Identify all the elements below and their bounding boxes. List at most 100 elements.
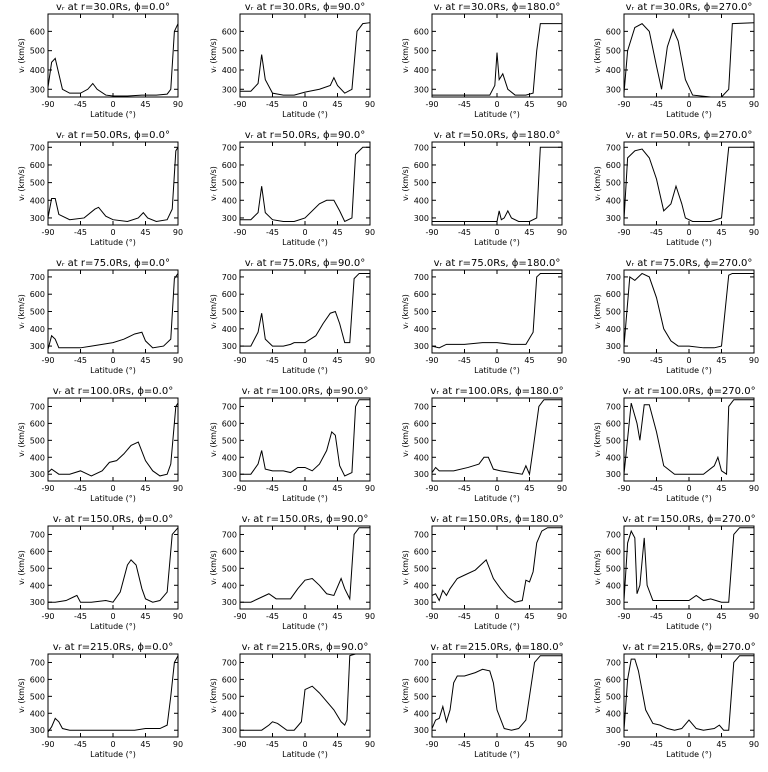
x-tick-label: 0 bbox=[686, 612, 691, 621]
panel: vᵣ at r=150.0Rs, ϕ=0.0° -90 -45 0 45 90 300 400… bbox=[17, 514, 183, 631]
x-tick-label: 0 bbox=[302, 356, 307, 365]
x-tick-label: -45 bbox=[650, 356, 663, 365]
x-axis-label: Latitude (°) bbox=[666, 494, 712, 503]
panel-title: vᵣ at r=215.0Rs, ϕ=270.0° bbox=[622, 642, 755, 653]
y-axis-label: vᵣ (km/s) bbox=[17, 38, 26, 73]
y-tick-label: 700 bbox=[414, 658, 429, 667]
x-tick-label: 0 bbox=[686, 740, 691, 749]
x-axis-label: Latitude (°) bbox=[90, 750, 136, 759]
x-tick-label: 90 bbox=[365, 356, 375, 365]
x-axis-label: Latitude (°) bbox=[474, 622, 520, 631]
y-tick-label: 300 bbox=[222, 214, 237, 223]
x-tick-label: -45 bbox=[650, 740, 663, 749]
data-line bbox=[240, 272, 370, 347]
plot-frame bbox=[623, 269, 755, 354]
panel: vᵣ at r=30.0Rs, ϕ=270.0° -90 -45 0 45 90 300 40… bbox=[593, 2, 759, 119]
x-tick-label: 45 bbox=[716, 484, 726, 493]
panel: vᵣ at r=150.0Rs, ϕ=180.0° -90 -45 0 45 90 300 4… bbox=[401, 514, 567, 631]
panel-title: vᵣ at r=215.0Rs, ϕ=0.0° bbox=[53, 642, 173, 653]
x-tick-label: 90 bbox=[173, 740, 183, 749]
y-tick-label: 600 bbox=[30, 290, 45, 299]
y-tick-label: 600 bbox=[606, 419, 621, 428]
y-tick-label: 700 bbox=[222, 530, 237, 539]
x-tick-label: 0 bbox=[302, 100, 307, 109]
y-tick-label: 400 bbox=[606, 709, 621, 718]
x-tick-label: 90 bbox=[557, 612, 567, 621]
x-tick-label: -90 bbox=[425, 228, 438, 237]
x-tick-label: 90 bbox=[557, 100, 567, 109]
panel-title: vᵣ at r=150.0Rs, ϕ=180.0° bbox=[430, 514, 563, 525]
x-tick-label: -90 bbox=[425, 612, 438, 621]
y-tick-label: 300 bbox=[414, 470, 429, 479]
x-tick-label: 45 bbox=[524, 484, 534, 493]
y-tick-label: 500 bbox=[222, 564, 237, 573]
y-tick-label: 400 bbox=[30, 325, 45, 334]
y-tick-label: 300 bbox=[222, 85, 237, 94]
y-tick-label: 300 bbox=[414, 342, 429, 351]
x-tick-label: -90 bbox=[41, 100, 54, 109]
x-tick-label: -45 bbox=[74, 228, 87, 237]
x-tick-label: 45 bbox=[332, 228, 342, 237]
y-axis-label: vᵣ (km/s) bbox=[17, 422, 26, 457]
y-tick-label: 300 bbox=[606, 85, 621, 94]
x-tick-label: 90 bbox=[749, 740, 759, 749]
panel-title: vᵣ at r=50.0Rs, ϕ=270.0° bbox=[626, 130, 753, 141]
y-axis-label: vᵣ (km/s) bbox=[401, 294, 410, 329]
y-tick-label: 300 bbox=[606, 598, 621, 607]
x-tick-label: 0 bbox=[686, 356, 691, 365]
panel: vᵣ at r=50.0Rs, ϕ=270.0° -90 -45 0 45 90 300 40… bbox=[593, 130, 759, 247]
x-tick-label: -90 bbox=[233, 356, 246, 365]
x-tick-label: -45 bbox=[74, 100, 87, 109]
y-tick-label: 300 bbox=[222, 598, 237, 607]
y-tick-label: 600 bbox=[222, 419, 237, 428]
plot-frame bbox=[431, 141, 563, 226]
x-tick-label: 45 bbox=[524, 356, 534, 365]
y-tick-label: 300 bbox=[222, 726, 237, 735]
x-tick-label: -45 bbox=[650, 484, 663, 493]
y-tick-label: 400 bbox=[414, 453, 429, 462]
y-tick-label: 500 bbox=[414, 47, 429, 56]
x-axis-label: Latitude (°) bbox=[474, 750, 520, 759]
panel: vᵣ at r=100.0Rs, ϕ=180.0° -90 -45 0 45 90 300 4… bbox=[401, 386, 567, 503]
x-tick-label: -90 bbox=[425, 740, 438, 749]
x-tick-label: -45 bbox=[266, 612, 279, 621]
panel: vᵣ at r=215.0Rs, ϕ=90.0° -90 -45 0 45 90 300 40… bbox=[209, 642, 375, 759]
panel: vᵣ at r=30.0Rs, ϕ=0.0° -90 -45 0 45 90 300 400 5… bbox=[17, 2, 183, 119]
data-line bbox=[431, 527, 562, 603]
x-tick-label: -90 bbox=[425, 100, 438, 109]
data-line bbox=[47, 402, 179, 477]
x-axis-label: Latitude (°) bbox=[474, 494, 520, 503]
data-line bbox=[240, 653, 370, 731]
x-axis-label: Latitude (°) bbox=[90, 110, 136, 119]
y-tick-label: 400 bbox=[30, 709, 45, 718]
x-tick-label: 45 bbox=[140, 356, 150, 365]
panel-title: vᵣ at r=50.0Rs, ϕ=0.0° bbox=[56, 130, 170, 141]
x-tick-label: 0 bbox=[494, 228, 499, 237]
x-tick-label: 0 bbox=[494, 100, 499, 109]
y-axis-label: vᵣ (km/s) bbox=[209, 422, 218, 457]
x-tick-label: 0 bbox=[494, 484, 499, 493]
y-axis-label: vᵣ (km/s) bbox=[401, 422, 410, 457]
data-line bbox=[240, 146, 370, 223]
plot-frame bbox=[47, 653, 179, 738]
y-tick-label: 400 bbox=[222, 66, 237, 75]
x-tick-label: -90 bbox=[233, 228, 246, 237]
x-tick-label: -90 bbox=[233, 100, 246, 109]
x-tick-label: -90 bbox=[617, 740, 630, 749]
x-tick-label: 45 bbox=[140, 612, 150, 621]
y-tick-label: 500 bbox=[606, 308, 621, 317]
plot-frame bbox=[623, 525, 755, 610]
plot-frame bbox=[47, 141, 179, 226]
y-tick-label: 400 bbox=[414, 66, 429, 75]
x-axis-label: Latitude (°) bbox=[282, 366, 328, 375]
data-line bbox=[240, 527, 370, 603]
x-tick-label: 90 bbox=[173, 612, 183, 621]
panel: vᵣ at r=100.0Rs, ϕ=270.0° -90 -45 0 45 90 300 4… bbox=[593, 386, 759, 503]
y-tick-label: 600 bbox=[606, 675, 621, 684]
panel: vᵣ at r=75.0Rs, ϕ=180.0° -90 -45 0 45 90 300 40… bbox=[401, 258, 567, 375]
data-line bbox=[431, 655, 562, 731]
x-tick-label: 90 bbox=[173, 484, 183, 493]
plot-frame bbox=[431, 525, 563, 610]
y-tick-label: 400 bbox=[222, 325, 237, 334]
plot-frame bbox=[431, 397, 563, 482]
